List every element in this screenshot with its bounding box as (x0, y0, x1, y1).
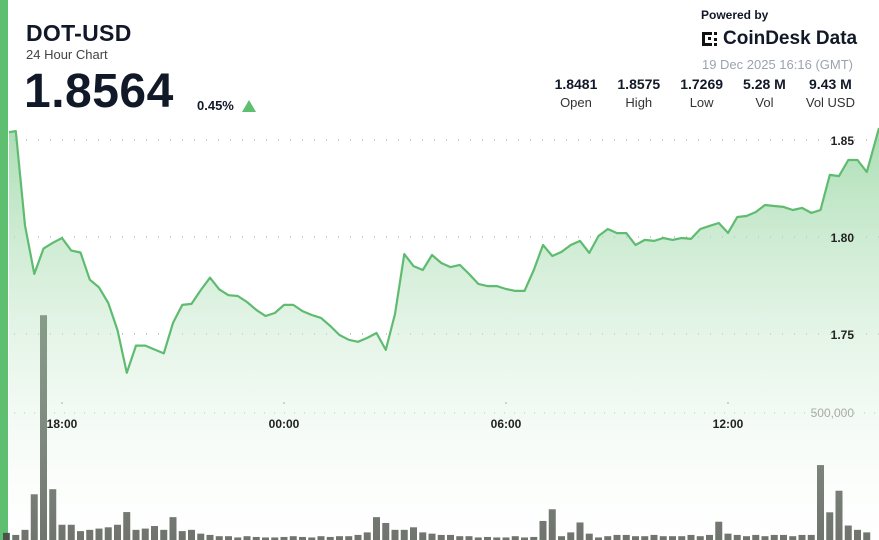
stat-value: 1.8575 (617, 76, 661, 92)
stat-value: 5.28 M (743, 76, 786, 92)
stat-low: 1.7269 Low (680, 76, 723, 110)
stat-value: 1.8481 (554, 76, 598, 92)
powered-by: Powered by (701, 8, 769, 22)
up-arrow-icon (242, 100, 256, 112)
y-tick-label: 1.85 (831, 134, 855, 148)
stat-label: High (625, 95, 653, 110)
stat-high: 1.8575 High (617, 76, 660, 110)
price-area (9, 128, 879, 540)
y-tick-label: 1.75 (831, 328, 855, 342)
stat-value: 1.7269 (680, 76, 724, 92)
stat-label: Low (689, 95, 714, 110)
x-tick-label: 00:00 (269, 417, 300, 431)
coindesk-logo: CoinDesk Data (701, 28, 857, 50)
stat-value: 9.43 M (809, 76, 852, 92)
y-tick-label: 1.80 (831, 231, 855, 245)
current-price: 1.8564 (24, 65, 174, 118)
stat-label: Vol USD (805, 95, 855, 110)
stat-label: Open (560, 95, 592, 110)
stat-vol-usd: 9.43 M Vol USD (806, 76, 855, 110)
stats-row: 1.8481 Open 1.8575 High 1.7269 Low 5.28 M Vo… (555, 76, 855, 110)
logo-text: CoinDesk Data (723, 28, 858, 49)
price-line (8, 127, 879, 374)
stat-open: 1.8481 Open (555, 76, 598, 110)
x-tick-label: 18:00 (47, 417, 78, 431)
symbol-title: DOT-USD (26, 20, 132, 46)
volume-tick-label: 500,000 (811, 406, 855, 420)
stat-label: Vol (755, 95, 774, 110)
timestamp: 19 Dec 2025 16:16 (GMT) (701, 57, 853, 72)
x-tick-label: 06:00 (491, 417, 522, 431)
price-change: 0.45% (197, 98, 234, 113)
accent-bar (0, 0, 8, 540)
coindesk-logo-icon (702, 32, 717, 46)
stat-vol: 5.28 M Vol (743, 76, 786, 110)
volume-bar (3, 532, 10, 540)
x-tick-label: 12:00 (713, 417, 744, 431)
chart-subtitle: 24 Hour Chart (26, 47, 108, 62)
